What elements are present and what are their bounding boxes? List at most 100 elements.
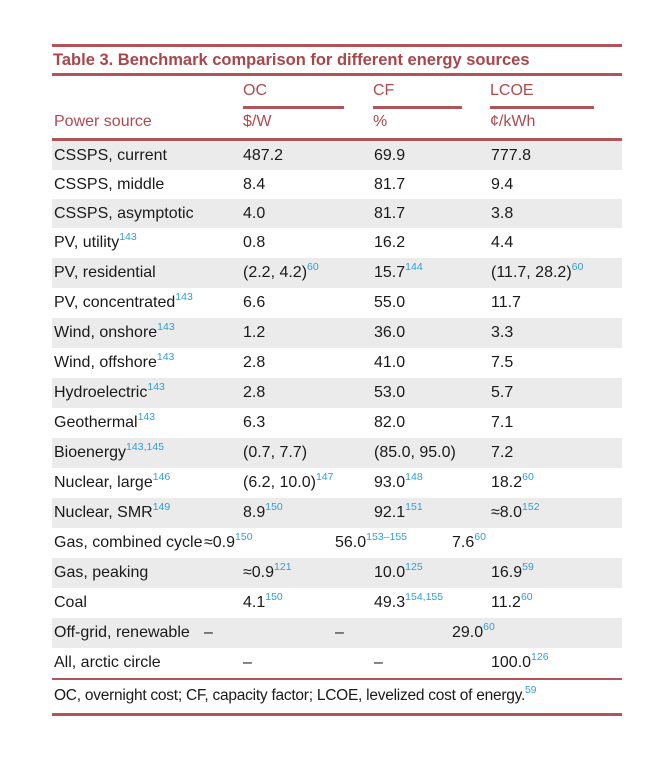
cell-value: 0.8: [243, 234, 266, 251]
cell-value: 16.2: [374, 234, 406, 251]
reference-number: 60: [474, 531, 486, 543]
benchmark-table: Table 3. Benchmark comparison for differ…: [52, 44, 622, 716]
table-row: PV, residential (2.2, 4.2)60 15.7144 (11.7,…: [52, 258, 622, 288]
cell-value: 11.2: [491, 594, 521, 611]
oc-cell: (0.7, 7.7): [243, 441, 374, 466]
cf-cell: 56.0153–155: [335, 531, 452, 556]
cell-value: 69.9: [374, 147, 406, 164]
cell-value: 56.0: [335, 534, 367, 551]
cell-value: 4.4: [491, 234, 514, 251]
cell-value: 18.2: [491, 474, 523, 491]
reference-number: 59: [522, 561, 534, 573]
cell-value: 8.4: [243, 176, 266, 193]
cell-value: 49.3: [374, 594, 406, 611]
lcoe-cell: 11.7: [491, 291, 622, 316]
reference-number: 149: [152, 501, 171, 513]
oc-cell: 4.1150: [243, 591, 374, 616]
cell-value: Gas, peaking: [54, 564, 149, 581]
lcoe-cell: 11.260: [491, 591, 622, 616]
reference-number: 147: [315, 471, 334, 483]
cell-value: 6.3: [243, 414, 266, 431]
oc-cell: 6.6: [243, 291, 374, 316]
column-rule-lcoe: [490, 106, 594, 109]
oc-cell: 6.3: [243, 411, 374, 436]
reference-number: 60: [522, 471, 534, 483]
cf-cell: 10.0125: [374, 561, 491, 586]
cf-cell: (85.0, 95.0): [374, 441, 491, 466]
table-row: Gas, combined cycle ≈0.9150 56.0153–155 7.6…: [52, 528, 622, 558]
reference-number: 121: [274, 561, 292, 573]
oc-cell: 487.2: [243, 144, 374, 168]
body-bottom-rule: [52, 678, 622, 680]
oc-cell: 8.4: [243, 173, 374, 197]
table-row: PV, concentrated143 6.6 55.0 11.7: [52, 288, 622, 318]
cell-value: 16.9: [491, 564, 523, 581]
cell-value: 3.3: [491, 324, 514, 341]
cell-value: (2.2, 4.2): [243, 264, 308, 281]
cf-cell: 81.7: [374, 202, 491, 226]
lcoe-cell: 7.2: [491, 441, 622, 466]
cell-value: 100.0: [491, 654, 532, 671]
oc-cell: 4.0: [243, 202, 374, 226]
oc-cell: (2.2, 4.2)60: [243, 261, 374, 286]
lcoe-cell: 29.060: [452, 621, 622, 646]
cell-value: 2.8: [243, 384, 266, 401]
table-row: Wind, onshore143 1.2 36.0 3.3: [52, 318, 622, 348]
cell-value: 29.0: [452, 624, 484, 641]
reference-number: 148: [405, 471, 423, 483]
cell-value: 82.0: [374, 414, 406, 431]
cell-value: 4.0: [243, 205, 266, 222]
oc-cell: ≈0.9150: [204, 531, 335, 556]
cell-value: 36.0: [374, 324, 406, 341]
cell-value: 55.0: [374, 294, 406, 311]
reference-number: 151: [405, 501, 423, 513]
header-rule: [52, 138, 622, 141]
cell-value: –: [243, 654, 252, 671]
column-rule-cf: [373, 106, 462, 109]
bottom-rule: [52, 713, 622, 716]
cell-value: Geothermal: [54, 414, 138, 431]
cell-value: CSSPS, asymptotic: [54, 205, 194, 222]
oc-cell: 0.8: [243, 231, 374, 256]
reference-number: 154,155: [405, 591, 444, 603]
lcoe-cell: 5.7: [491, 381, 622, 406]
cf-cell: 36.0: [374, 321, 491, 346]
cell-value: CSSPS, current: [54, 147, 167, 164]
cf-cell: 93.0148: [374, 471, 491, 496]
cell-value: (11.7, 28.2): [491, 264, 572, 281]
lcoe-cell: 3.3: [491, 321, 622, 346]
cell-value: Nuclear, SMR: [54, 504, 153, 521]
unit-cf: %: [373, 113, 388, 130]
table-body: CSSPS, current 487.2 69.9 777.8 CSSPS, middl…: [52, 141, 622, 678]
cell-value: (85.0, 95.0): [374, 444, 456, 461]
oc-cell: –: [243, 651, 374, 676]
table-header: OC CF LCOE Power source $/W % ¢/kWh: [52, 76, 622, 138]
power-source-cell: Wind, onshore143: [54, 321, 243, 346]
column-header-lcoe: LCOE: [490, 82, 534, 99]
cell-value: 9.4: [491, 176, 514, 193]
cell-value: (6.2, 10.0): [243, 474, 316, 491]
unit-oc: $/W: [243, 113, 272, 130]
table-row: CSSPS, current 487.2 69.9 777.8: [52, 141, 622, 170]
power-source-cell: CSSPS, asymptotic: [54, 202, 243, 226]
power-source-cell: Off-grid, renewable: [54, 621, 204, 646]
table-row: Wind, offshore143 2.8 41.0 7.5: [52, 348, 622, 378]
reference-number: 143,145: [126, 441, 165, 453]
reference-number: 143: [157, 321, 175, 333]
cell-value: Hydroelectric: [54, 384, 148, 401]
reference-number: 60: [307, 261, 319, 273]
power-source-cell: Gas, combined cycle: [54, 531, 204, 556]
table-row: Bioenergy143,145 (0.7, 7.7) (85.0, 95.0) 7.…: [52, 438, 622, 468]
cf-cell: 92.1151: [374, 501, 491, 526]
cf-cell: 49.3154,155: [374, 591, 491, 616]
reference-number: 60: [571, 261, 584, 273]
cf-cell: 16.2: [374, 231, 491, 256]
cell-value: PV, concentrated: [54, 294, 176, 311]
reference-number: 144: [405, 261, 423, 273]
cell-value: 777.8: [491, 147, 532, 164]
cell-value: Wind, onshore: [54, 324, 158, 341]
column-header-oc: OC: [243, 82, 267, 99]
table-row: Nuclear, large146 (6.2, 10.0)147 93.0148 18…: [52, 468, 622, 498]
cell-value: Gas, combined cycle: [54, 534, 203, 551]
cell-value: 1.2: [243, 324, 266, 341]
